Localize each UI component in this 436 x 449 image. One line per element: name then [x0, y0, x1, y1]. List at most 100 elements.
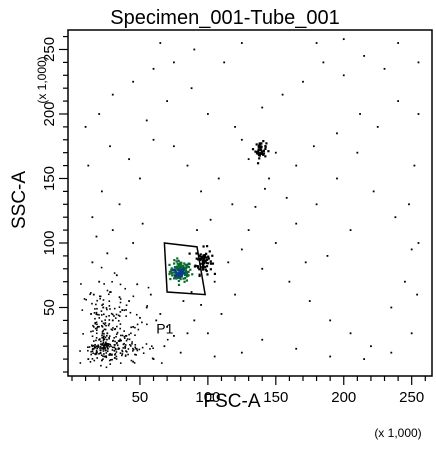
cluster-point-debris — [110, 345, 112, 348]
cluster-point-debris — [132, 348, 135, 351]
cluster-point-debris — [91, 335, 94, 338]
event-point — [141, 222, 144, 225]
cluster-point-debris — [95, 332, 98, 335]
cluster-point-gated-population — [181, 264, 184, 268]
cluster-point-gated-population — [187, 265, 190, 269]
cluster-point-debris — [87, 349, 89, 352]
cluster-point-gated-population — [171, 274, 174, 277]
y-axis-label: SSC-A — [9, 171, 30, 229]
cluster-point-debris — [104, 346, 106, 349]
cluster-point-gated-population — [189, 268, 192, 271]
cluster-point-debris — [149, 348, 151, 350]
cluster-point-debris — [121, 354, 123, 357]
cluster-point-debris — [102, 348, 105, 350]
cluster-point-debris — [113, 344, 116, 346]
cluster-point-debris — [102, 350, 105, 352]
cluster-point-debris — [124, 355, 127, 357]
event-point — [125, 257, 128, 260]
cluster-point-debris — [102, 329, 105, 332]
cluster-point-debris — [123, 335, 126, 338]
cluster-point-debris — [125, 315, 127, 317]
cluster-point-gated-population — [177, 264, 180, 268]
cluster-point-events-near-gate — [207, 255, 210, 258]
event-point — [182, 300, 185, 302]
event-point — [118, 203, 121, 206]
event-point — [193, 48, 196, 51]
event-point — [417, 242, 420, 244]
cluster-point-gated-population — [187, 262, 190, 265]
event-point — [322, 61, 325, 64]
event-point — [145, 119, 148, 122]
event-point — [413, 164, 416, 167]
event-point — [372, 190, 375, 193]
event-point — [390, 351, 393, 354]
cluster-point-events-near-gate — [197, 266, 200, 269]
event-point — [100, 190, 103, 193]
x-axis-label: FSC-A — [204, 391, 261, 412]
cluster-point-debris — [105, 344, 107, 347]
cluster-point-upper-cluster — [260, 150, 264, 153]
cluster-point-debris — [123, 342, 125, 345]
cluster-point-debris — [113, 350, 116, 352]
event-point — [247, 229, 250, 231]
event-point — [139, 177, 141, 180]
event-point — [163, 345, 166, 348]
cluster-point-debris — [100, 354, 103, 356]
cluster-point-debris — [137, 328, 140, 331]
cluster-point-debris — [98, 317, 101, 319]
event-point — [240, 42, 243, 44]
event-point — [132, 80, 135, 83]
event-point — [383, 67, 386, 70]
cluster-point-gated-population — [183, 262, 186, 265]
cluster-point-debris — [108, 336, 110, 339]
cluster-point-debris — [114, 317, 117, 319]
event-point — [295, 347, 298, 350]
cluster-point-gated-population-core — [180, 269, 183, 272]
x-tick-label: 150 — [263, 389, 288, 406]
cluster-point-events-near-gate — [204, 268, 207, 271]
cluster-point-events-near-gate — [208, 250, 211, 253]
cluster-point-debris — [134, 326, 136, 329]
event-point — [227, 261, 230, 264]
cluster-point-debris — [117, 320, 120, 322]
cluster-point-gated-population — [176, 257, 179, 260]
cluster-point-debris — [106, 338, 108, 341]
gate-polygon[interactable] — [163, 242, 207, 296]
cluster-point-debris — [94, 343, 96, 346]
cluster-point-debris — [96, 351, 98, 353]
cluster-point-gated-population-core — [182, 267, 185, 270]
cluster-point-gated-population — [187, 270, 190, 273]
event-point — [152, 67, 155, 70]
cluster-point-debris — [119, 339, 122, 342]
cluster-point-debris — [133, 362, 136, 364]
cluster-point-debris — [92, 324, 94, 327]
y-scale-label: (x 1,000) — [35, 56, 49, 103]
cluster-point-gated-population-core — [178, 275, 181, 279]
cluster-point-debris — [93, 347, 95, 350]
cluster-point-debris — [101, 332, 104, 335]
cluster-point-debris — [103, 323, 106, 326]
cluster-point-debris — [85, 298, 87, 301]
cluster-point-debris — [134, 344, 137, 346]
cluster-point-debris — [111, 354, 113, 356]
cluster-point-gated-population — [174, 276, 177, 279]
event-point — [132, 242, 135, 244]
cluster-point-debris — [135, 347, 137, 350]
cluster-point-debris — [100, 364, 102, 367]
cluster-point-debris — [113, 346, 116, 349]
cluster-point-debris — [116, 341, 118, 344]
cluster-point-events-near-gate — [201, 268, 205, 271]
cluster-point-debris — [119, 301, 122, 304]
event-point — [111, 93, 114, 96]
cluster-point-debris — [93, 359, 96, 362]
y-tick-label: 50 — [41, 299, 58, 316]
cluster-point-debris — [115, 313, 118, 316]
event-point — [410, 332, 413, 335]
event-point — [139, 316, 141, 319]
cluster-point-debris — [95, 321, 98, 324]
cluster-point-gated-population — [168, 270, 171, 273]
cluster-point-upper-cluster — [262, 153, 265, 156]
cluster-point-gated-population — [186, 272, 189, 275]
event-point — [295, 222, 298, 225]
cluster-point-gated-population — [183, 266, 186, 269]
